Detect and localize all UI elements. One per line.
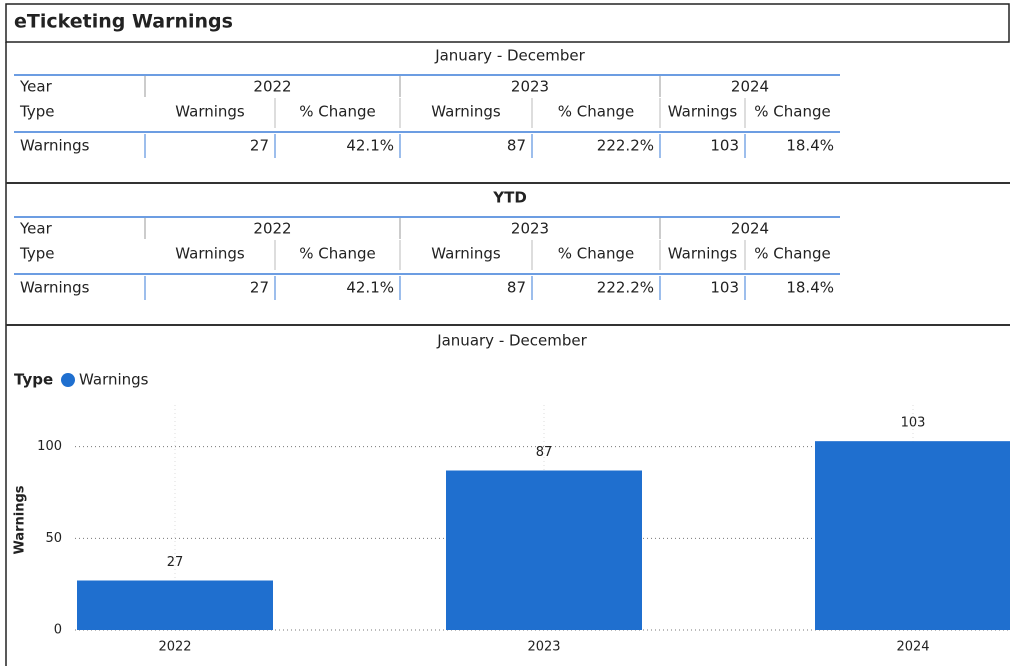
year-label: Year [19, 220, 53, 238]
cell-value: 42.1% [346, 279, 394, 297]
cell-value: 18.4% [786, 279, 834, 297]
legend-entry: Warnings [79, 371, 149, 389]
column-header: Warnings [668, 245, 738, 263]
type-label: Type [19, 103, 54, 121]
data-label: 87 [536, 445, 553, 460]
bar [815, 441, 1010, 630]
column-header: Warnings [175, 103, 245, 121]
column-header: Warnings [431, 103, 501, 121]
year-header: 2024 [731, 78, 769, 96]
cell-value: 27 [250, 279, 269, 297]
report-title: eTicketing Warnings [14, 11, 233, 33]
column-header: % Change [558, 103, 634, 121]
year-header: 2022 [253, 220, 291, 238]
column-header: % Change [558, 245, 634, 263]
y-tick-label: 50 [45, 531, 62, 546]
row-label: Warnings [20, 137, 90, 155]
chart-title: January - December [436, 332, 587, 350]
x-tick-label: 2023 [527, 640, 560, 655]
cell-value: 222.2% [597, 137, 654, 155]
column-header: Warnings [668, 103, 738, 121]
row-label: Warnings [20, 279, 90, 297]
column-header: % Change [754, 245, 830, 263]
year-header: 2022 [253, 78, 291, 96]
cell-value: 18.4% [786, 137, 834, 155]
cell-value: 87 [507, 279, 526, 297]
data-label: 103 [901, 416, 926, 431]
bar [446, 470, 642, 630]
year-header: 2024 [731, 220, 769, 238]
cell-value: 27 [250, 137, 269, 155]
table-title: January - December [434, 47, 585, 65]
x-tick-label: 2024 [896, 640, 929, 655]
type-label: Type [19, 245, 54, 263]
cell-value: 103 [710, 279, 739, 297]
year-label: Year [19, 78, 53, 96]
cell-value: 42.1% [346, 137, 394, 155]
cell-value: 87 [507, 137, 526, 155]
y-axis-label: Warnings [13, 485, 28, 554]
year-header: 2023 [511, 220, 549, 238]
column-header: Warnings [175, 245, 245, 263]
year-header: 2023 [511, 78, 549, 96]
cell-value: 222.2% [597, 279, 654, 297]
column-header: Warnings [431, 245, 501, 263]
column-header: % Change [299, 245, 375, 263]
column-header: % Change [754, 103, 830, 121]
column-header: % Change [299, 103, 375, 121]
legend-title: Type [14, 371, 53, 389]
legend-swatch [61, 373, 75, 387]
bar [77, 580, 273, 630]
data-label: 27 [167, 555, 184, 570]
y-tick-label: 0 [54, 623, 62, 638]
x-tick-label: 2022 [158, 640, 191, 655]
y-tick-label: 100 [37, 439, 62, 454]
title-box [5, 3, 1010, 43]
cell-value: 103 [710, 137, 739, 155]
table-title: YTD [492, 189, 527, 207]
